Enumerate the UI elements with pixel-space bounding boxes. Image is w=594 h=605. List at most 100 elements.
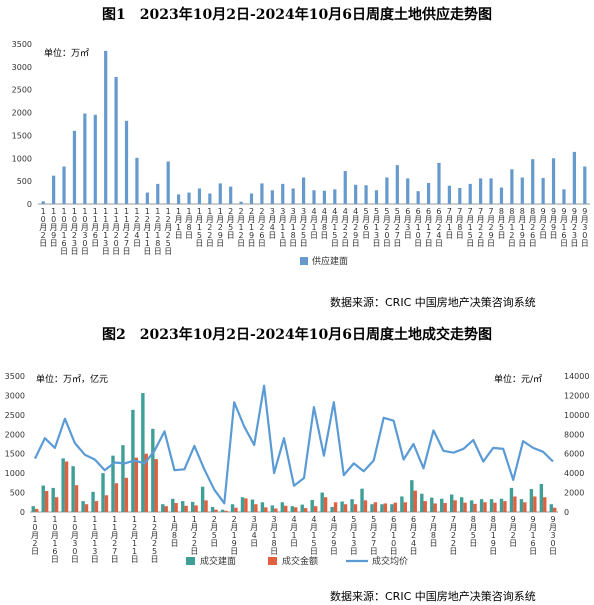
amount-bar (34, 508, 39, 512)
amount-bar (254, 504, 258, 512)
supply-bar (437, 162, 441, 204)
avg-price-line (34, 384, 554, 505)
supply-bar (249, 193, 254, 204)
amount-bar (64, 461, 69, 512)
area-bar (181, 501, 185, 512)
amount-bar (393, 502, 398, 512)
supply-bar (177, 194, 181, 204)
area-bar (529, 489, 534, 512)
amount-bar (493, 502, 497, 512)
y-tick-label: 1000 (12, 154, 32, 163)
amount-bar (353, 504, 358, 512)
area-bar (81, 501, 85, 512)
chart1-title: 图1 2023年10月2日-2024年10月6日周度土地供应走势图 (102, 7, 492, 23)
area-bar (360, 488, 364, 512)
area-bar (101, 473, 105, 512)
y-tick-label: 500 (17, 177, 32, 186)
supply-bar (312, 190, 316, 204)
area-bar (151, 428, 155, 512)
amount-bar (383, 503, 388, 512)
area-bar (121, 445, 125, 512)
area-bar (41, 485, 45, 512)
supply-bar (499, 187, 504, 204)
amount-bar (523, 502, 527, 512)
amount-bar (244, 498, 248, 512)
y-tick-label: 2500 (12, 86, 32, 95)
amount-bar (513, 496, 517, 512)
area-bar (200, 486, 205, 512)
supply-bar (489, 178, 493, 204)
supply-bar (354, 184, 358, 204)
y-left-tick-label: 2500 (5, 411, 25, 420)
legend-label: 供应建面 (312, 255, 348, 267)
amount-bar (204, 500, 208, 512)
area-bar (91, 491, 95, 512)
amount-bar (274, 508, 278, 512)
amount-bar (303, 508, 308, 512)
area-bar (440, 498, 444, 512)
supply-bar (229, 186, 233, 204)
supply-bar (301, 177, 306, 204)
chart2-transactions: 0 500 1000 1500 2000 2500 3000 3500 0 2000 4000 600… (5, 372, 590, 567)
supply-bar (562, 189, 566, 204)
supply-bar (270, 190, 274, 204)
supply-bar (385, 177, 389, 204)
supply-bar (52, 175, 56, 204)
y-tick-label: 3000 (12, 63, 32, 72)
supply-bar (510, 169, 514, 204)
supply-bar (406, 178, 410, 204)
supply-bar (145, 192, 149, 204)
supply-bar (218, 183, 222, 204)
amount-bar (373, 502, 378, 512)
amount-bar (463, 502, 467, 512)
amount-bar (443, 503, 447, 512)
supply-bar (583, 166, 587, 204)
y-tick-label: 3500 (12, 40, 32, 49)
area-bar (539, 484, 544, 512)
legend-label: 成交建面 (200, 555, 236, 567)
supply-bar (374, 190, 379, 204)
amount-bar (84, 504, 89, 512)
supply-bar (281, 183, 285, 204)
area-bar (469, 500, 474, 512)
area-bar (320, 492, 324, 512)
amount-bar (423, 501, 427, 512)
amount-bar (333, 502, 338, 512)
supply-bar (416, 191, 420, 204)
supply-bar (468, 183, 472, 204)
supply-bar (343, 171, 347, 204)
amount-bar (154, 459, 158, 512)
area-bar (240, 497, 245, 512)
area-bar (509, 487, 514, 512)
y-tick-label: 1500 (12, 131, 32, 140)
area-bar (340, 501, 344, 512)
amount-bar (503, 501, 507, 512)
